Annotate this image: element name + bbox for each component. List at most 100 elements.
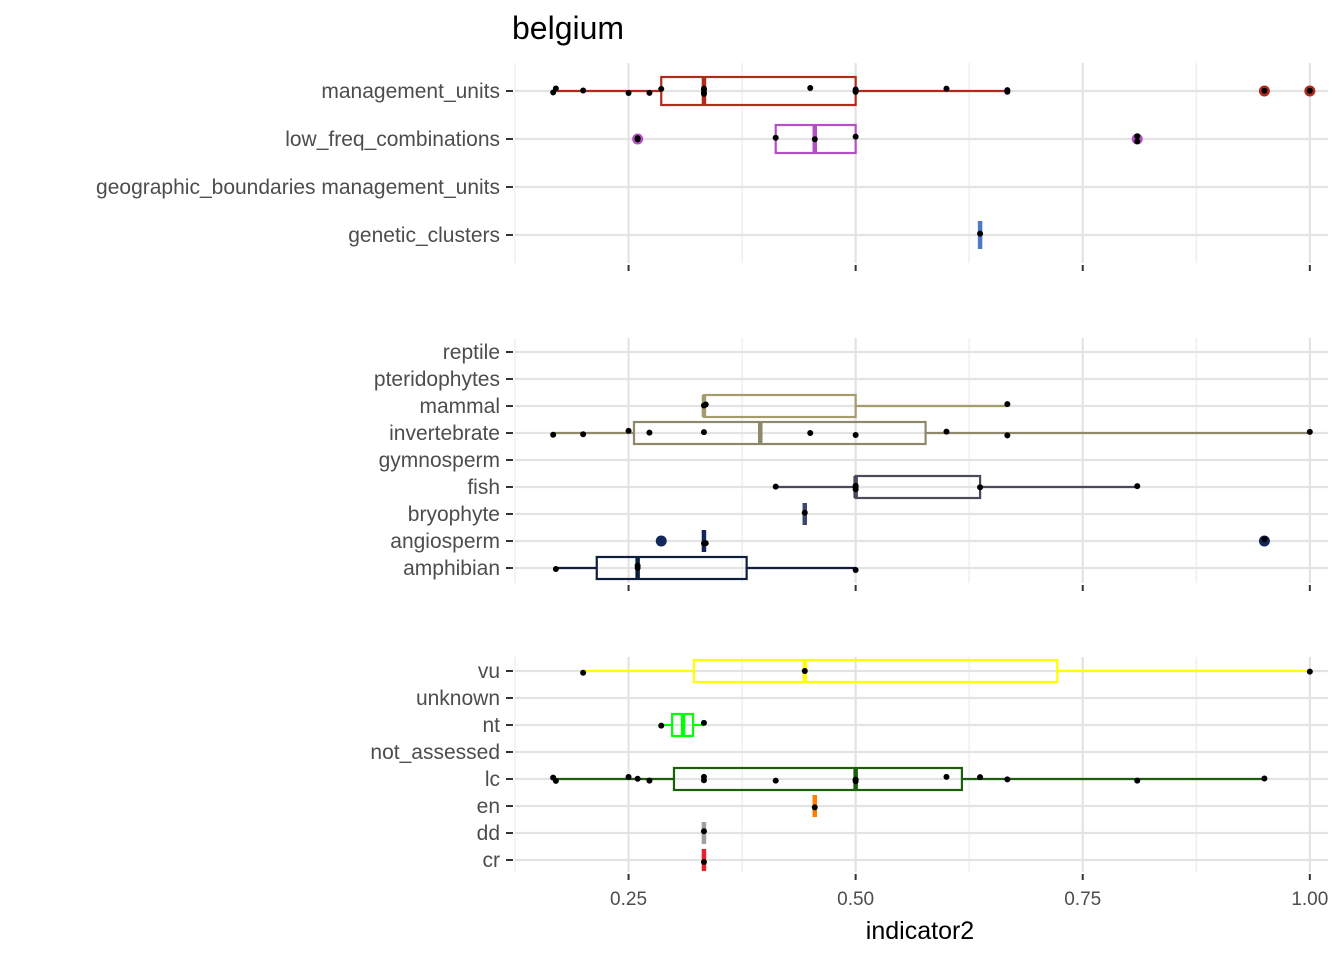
data-point: [550, 431, 557, 438]
data-point: [772, 483, 779, 490]
data-point: [852, 482, 859, 489]
data-point: [1134, 133, 1141, 140]
y-tick-label: geographic_boundaries management_units: [96, 176, 500, 199]
data-point: [1134, 138, 1141, 145]
data-point: [625, 89, 632, 96]
data-point: [852, 88, 859, 95]
data-point: [811, 136, 818, 143]
data-point: [552, 85, 559, 92]
x-tick-label: 1.00: [1291, 889, 1328, 910]
y-tick-label: pteridophytes: [374, 368, 500, 391]
data-point: [943, 428, 950, 435]
data-point: [1134, 483, 1141, 490]
box-cr: [700, 849, 707, 871]
data-point: [1004, 88, 1011, 95]
data-point: [852, 133, 859, 140]
y-tick-label: fish: [467, 476, 500, 499]
y-tick-label: not_assessed: [370, 741, 500, 764]
data-point: [1306, 87, 1313, 94]
y-tick-label: mammal: [419, 395, 500, 418]
data-point: [1004, 776, 1011, 783]
box-body: [692, 658, 1059, 684]
data-point: [943, 85, 950, 92]
data-point: [580, 87, 587, 94]
data-point: [1134, 777, 1141, 784]
y-tick-label: cr: [483, 849, 501, 872]
data-point: [700, 828, 707, 835]
box-amphibian: [552, 555, 859, 581]
data-point: [646, 429, 653, 436]
y-tick-label: amphibian: [403, 557, 500, 580]
box-angiosperm: [655, 530, 1270, 552]
data-point: [1261, 775, 1268, 782]
box-lc: [550, 766, 1268, 792]
box-nt: [658, 712, 707, 738]
data-point: [801, 667, 808, 674]
data-point: [580, 669, 587, 676]
box-management-units: [550, 75, 1316, 107]
data-point: [634, 562, 641, 569]
box-mammal: [700, 393, 1011, 419]
y-tick-label: dd: [477, 822, 500, 845]
gridlines: [514, 657, 1328, 872]
data-point: [552, 777, 559, 784]
data-point: [811, 804, 818, 811]
data-point: [807, 429, 814, 436]
data-point: [634, 775, 641, 782]
y-tick-label: vu: [478, 660, 500, 683]
box-vu: [580, 658, 1313, 684]
data-point: [658, 722, 665, 729]
data-point: [1261, 536, 1268, 543]
x-tick-label: 0.75: [1064, 889, 1101, 910]
panel-1: management_units low_freq_combinationsgeo…: [96, 63, 1328, 271]
data-point: [625, 773, 632, 780]
data-point: [702, 401, 709, 408]
y-tick-label: unknown: [416, 687, 500, 710]
y-tick-label: nt: [482, 714, 500, 737]
data-point: [801, 509, 808, 516]
data-point: [634, 135, 641, 142]
data-point: [772, 777, 779, 784]
y-tick-label: en: [477, 795, 500, 818]
y-tick-label: reptile: [443, 341, 500, 364]
data-point: [1261, 87, 1268, 94]
box-bryophyte: [801, 503, 808, 525]
box-dd: [700, 822, 707, 844]
y-tick-label: low_freq_combinations: [285, 128, 500, 151]
data-point: [646, 777, 653, 784]
x-tick-label: 0.25: [610, 889, 647, 910]
y-tick-label: management_units: [321, 80, 500, 103]
data-point: [1306, 428, 1313, 435]
data-point: [977, 230, 984, 237]
data-point: [977, 484, 984, 491]
panels: management_units low_freq_combinationsgeo…: [96, 63, 1328, 880]
data-point: [625, 427, 632, 434]
x-tick-label: 0.50: [837, 889, 874, 910]
y-tick-label: invertebrate: [389, 422, 500, 445]
data-point: [700, 777, 707, 784]
box-body: [595, 555, 748, 581]
gridlines: [514, 63, 1328, 263]
x-axis: 0.25 0.50 0.75 1.00: [610, 889, 1328, 910]
box-fish: [772, 474, 1141, 500]
y-tick-label: angiosperm: [390, 530, 500, 553]
data-point: [552, 566, 559, 573]
box-invertebrate: [550, 420, 1313, 446]
y-tick-label: bryophyte: [408, 503, 500, 526]
data-point: [700, 429, 707, 436]
data-point: [702, 540, 709, 547]
data-point: [1306, 668, 1313, 675]
data-point: [1004, 401, 1011, 408]
data-point: [646, 89, 653, 96]
box-body: [672, 766, 964, 792]
data-point: [943, 773, 950, 780]
data-point: [1004, 432, 1011, 439]
data-point: [852, 432, 859, 439]
data-point: [852, 566, 859, 573]
y-tick-label: gymnosperm: [379, 449, 500, 472]
y-tick-label: genetic_clusters: [348, 224, 500, 247]
panel-2: reptile pteridophytes mammal invertebrate gy…: [374, 338, 1328, 591]
box-en: [811, 795, 818, 817]
data-point: [807, 85, 814, 92]
